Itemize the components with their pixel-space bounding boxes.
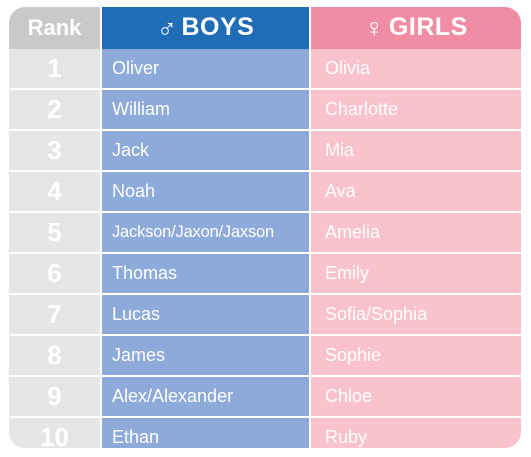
boy-name-cell: James — [101, 335, 311, 377]
boy-name-cell: Noah — [101, 171, 311, 213]
boy-name-cell: William — [101, 89, 311, 131]
girl-name-cell: Ava — [310, 171, 521, 213]
rank-cell: 1 — [9, 49, 102, 90]
girl-name-cell: Emily — [310, 253, 521, 295]
baby-names-table: Rank ♂ BOYS ♀ GIRLS 1 Oliver Olivia 2 Will… — [9, 7, 521, 448]
girl-name-cell: Charlotte — [310, 89, 521, 131]
girl-name-cell: Ruby — [310, 417, 521, 448]
rank-cell: 10 — [9, 417, 102, 448]
boys-header-label: BOYS — [181, 12, 255, 41]
boy-name-cell: Jackson/Jaxon/Jaxson — [101, 212, 311, 254]
table-row: 1 Oliver Olivia — [9, 49, 521, 90]
rank-cell: 4 — [9, 171, 102, 213]
rank-column-header: Rank — [9, 7, 102, 49]
rank-cell: 3 — [9, 130, 102, 172]
table-row: 7 Lucas Sofia/Sophia — [9, 294, 521, 336]
table-row: 10 Ethan Ruby — [9, 417, 521, 448]
table-row: 9 Alex/Alexander Chloe — [9, 376, 521, 418]
girl-name-cell: Sophie — [310, 335, 521, 377]
girls-header-label: GIRLS — [388, 12, 468, 41]
table-header-row: Rank ♂ BOYS ♀ GIRLS — [9, 7, 521, 49]
boy-name-cell: Thomas — [101, 253, 311, 295]
rank-cell: 9 — [9, 376, 102, 418]
girl-name-cell: Sofia/Sophia — [310, 294, 521, 336]
rank-cell: 7 — [9, 294, 102, 336]
rank-cell: 6 — [9, 253, 102, 295]
table-row: 4 Noah Ava — [9, 171, 521, 213]
boys-column-header: ♂ BOYS — [101, 7, 311, 49]
male-symbol-icon: ♂ — [156, 12, 178, 43]
boy-name-cell: Ethan — [101, 417, 311, 448]
table-row: 5 Jackson/Jaxon/Jaxson Amelia — [9, 212, 521, 254]
girls-column-header: ♀ GIRLS — [310, 7, 521, 49]
girl-name-cell: Chloe — [310, 376, 521, 418]
boy-name-cell: Alex/Alexander — [101, 376, 311, 418]
rank-cell: 8 — [9, 335, 102, 377]
table-row: 6 Thomas Emily — [9, 253, 521, 295]
boy-name-cell: Jack — [101, 130, 311, 172]
table-row: 3 Jack Mia — [9, 130, 521, 172]
rank-cell: 2 — [9, 89, 102, 131]
rank-cell: 5 — [9, 212, 102, 254]
boy-name-cell: Lucas — [101, 294, 311, 336]
girl-name-cell: Mia — [310, 130, 521, 172]
baby-names-table-card: Rank ♂ BOYS ♀ GIRLS 1 Oliver Olivia 2 Will… — [9, 7, 521, 448]
girl-name-cell: Amelia — [310, 212, 521, 254]
table-row: 2 William Charlotte — [9, 89, 521, 131]
female-symbol-icon: ♀ — [364, 12, 385, 43]
table-row: 8 James Sophie — [9, 335, 521, 377]
boy-name-cell: Oliver — [101, 49, 311, 90]
girl-name-cell: Olivia — [310, 49, 521, 90]
